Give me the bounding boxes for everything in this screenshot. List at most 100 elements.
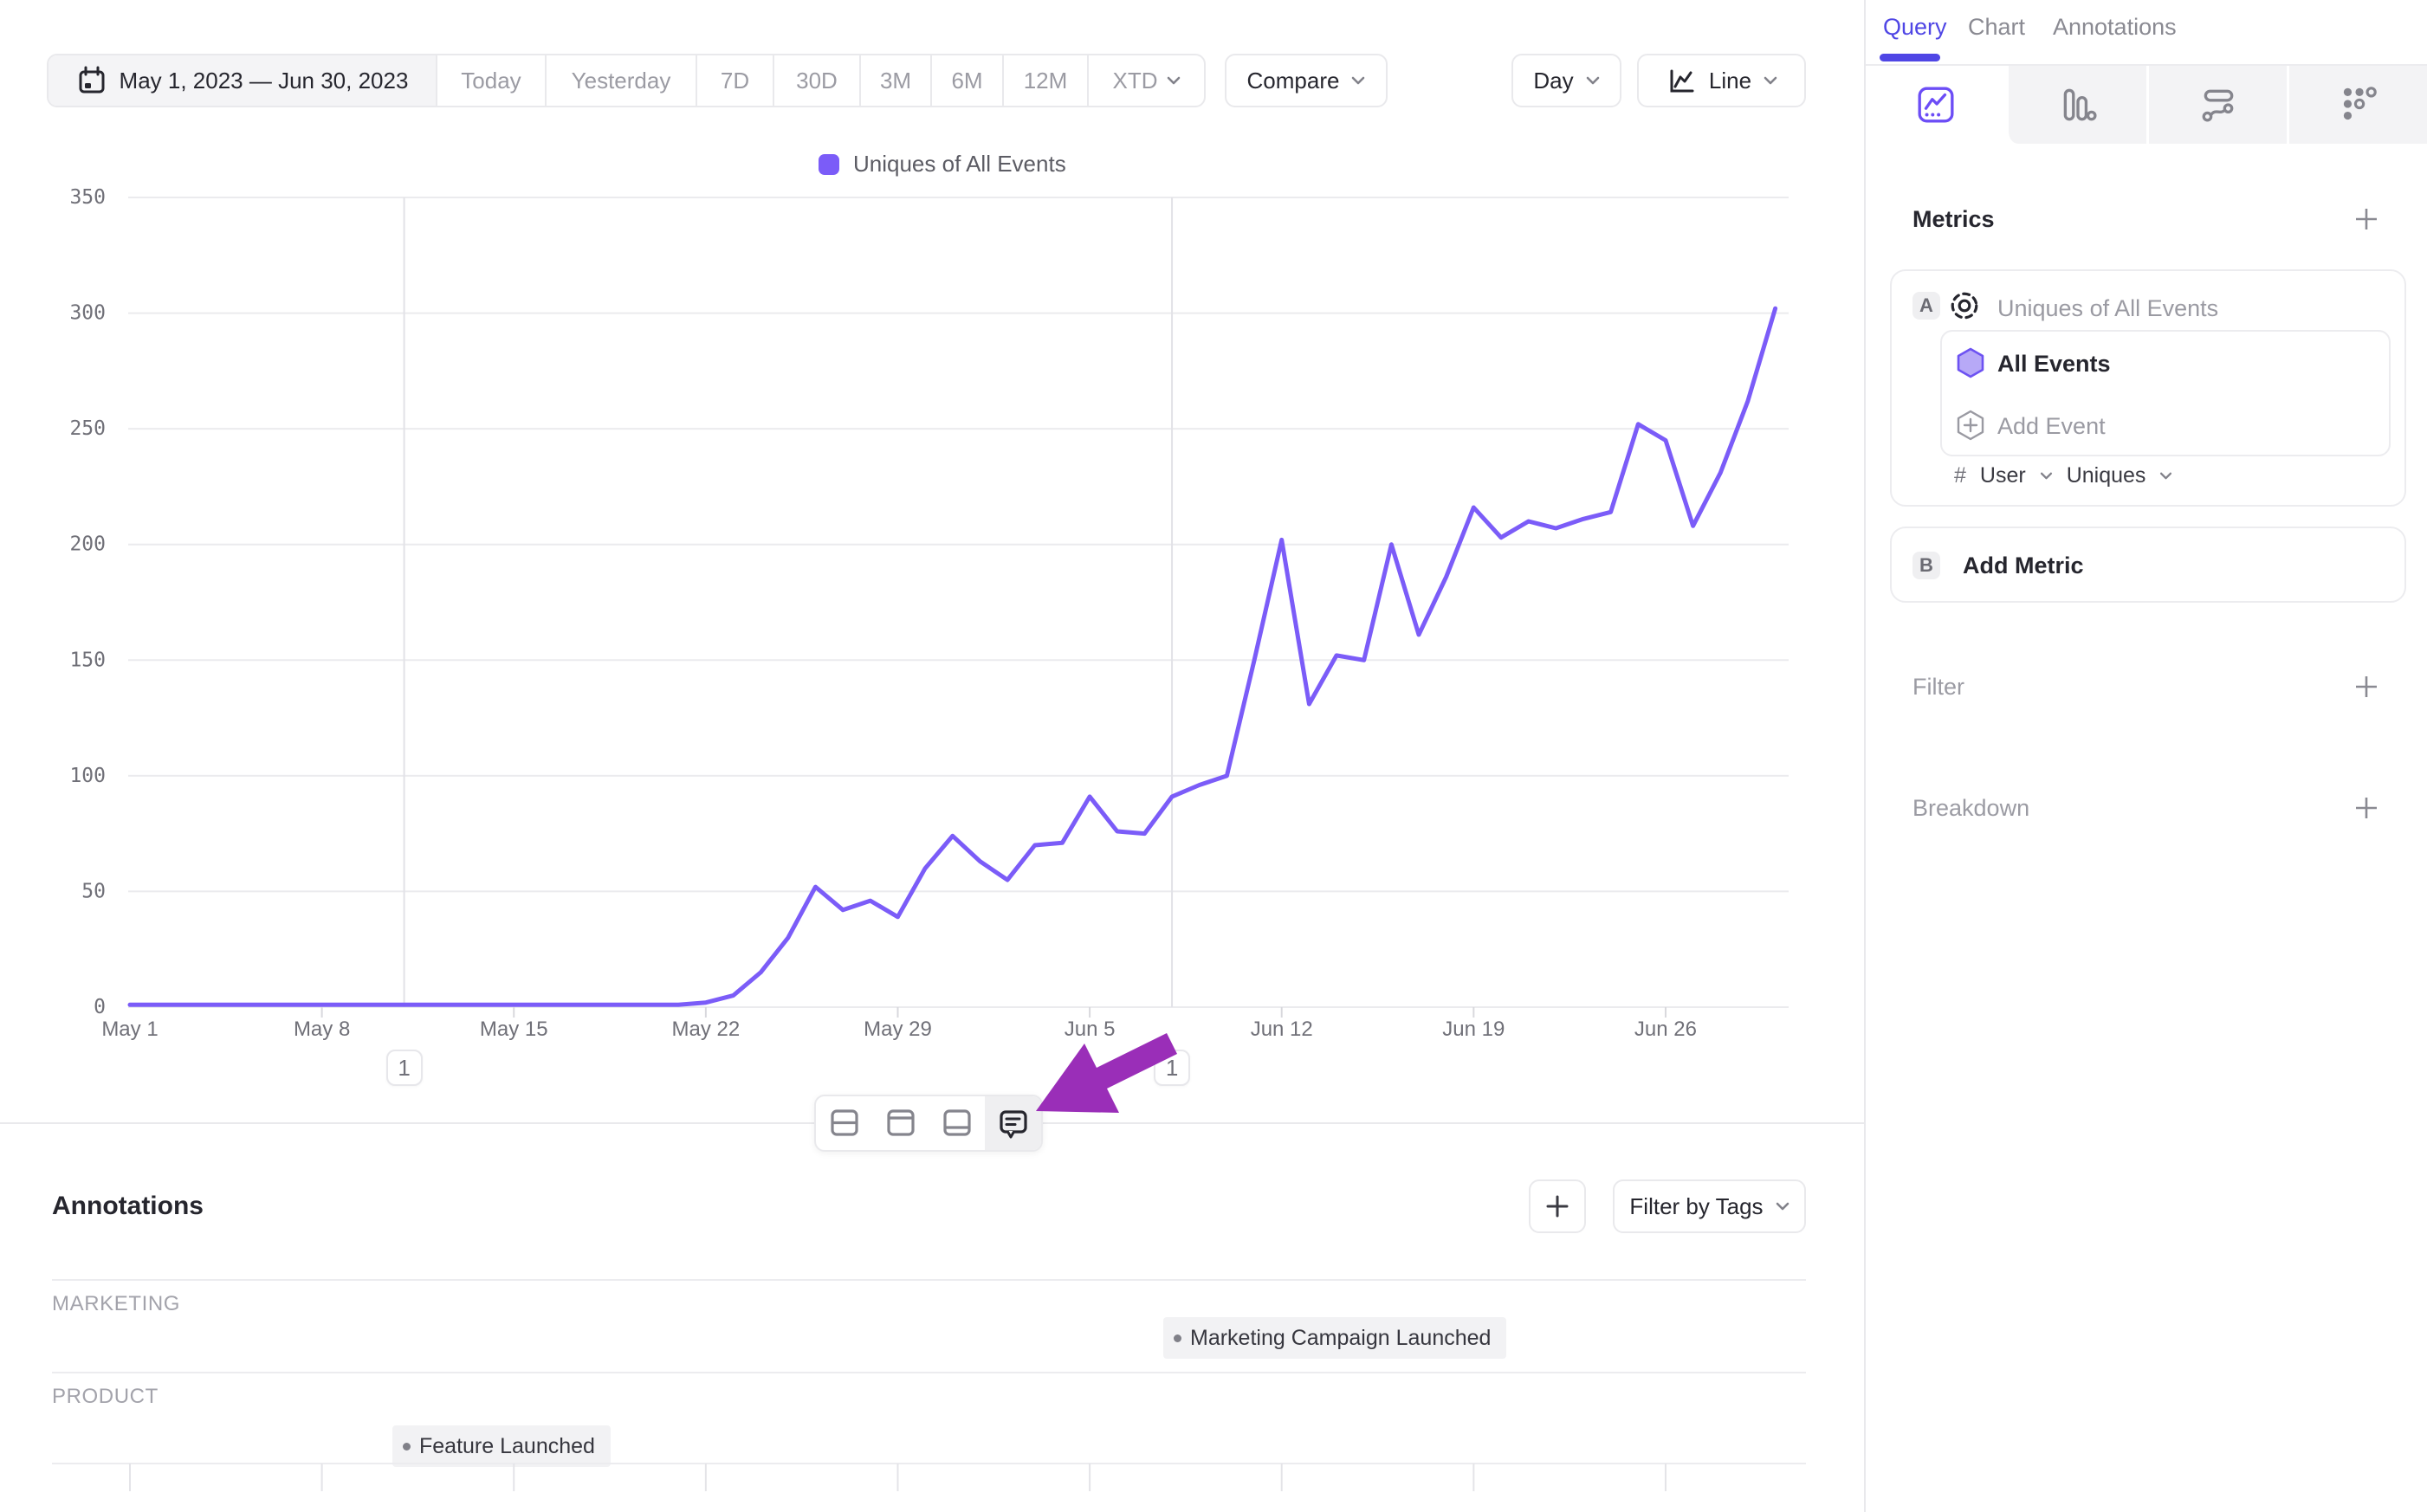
insights-chart-icon xyxy=(1918,87,1954,123)
breakdown-heading: Breakdown xyxy=(1912,795,2030,821)
layout-top-panel-button[interactable] xyxy=(872,1096,929,1150)
funnels-report-tab[interactable] xyxy=(2006,66,2146,144)
event-name[interactable]: All Events xyxy=(1997,351,2111,377)
svg-text:May 29: May 29 xyxy=(864,1018,932,1041)
add-metric-card[interactable]: B Add Metric xyxy=(1890,527,2406,603)
annotation-item[interactable]: Marketing Campaign Launched xyxy=(1163,1317,1507,1359)
event-list-card: All Events Add Event xyxy=(1940,330,2391,456)
annotation-group-label: MARKETING xyxy=(52,1292,181,1315)
svg-text:Jun 26: Jun 26 xyxy=(1634,1018,1697,1041)
tab-query[interactable]: Query xyxy=(1883,14,1947,40)
date-range-control: May 1, 2023 — Jun 30, 2023 Today Yesterd… xyxy=(47,54,1206,107)
row-divider xyxy=(52,1279,1806,1281)
count-symbol: # xyxy=(1954,463,1966,488)
layout-bottom-panel-button[interactable] xyxy=(929,1096,985,1150)
annotations-panel-button[interactable] xyxy=(985,1096,1041,1150)
annotation-count-badge[interactable]: 1 xyxy=(1154,1050,1191,1086)
svg-text:Jun 19: Jun 19 xyxy=(1442,1018,1505,1041)
add-breakdown-button[interactable] xyxy=(2353,795,2379,821)
metric-letter-badge: A xyxy=(1912,292,1940,320)
plus-icon xyxy=(2356,209,2377,229)
svg-text:May 22: May 22 xyxy=(672,1018,741,1041)
svg-text:May 1: May 1 xyxy=(101,1018,158,1041)
insights-report-tab[interactable] xyxy=(1866,66,2006,144)
preset-3m[interactable]: 3M xyxy=(859,55,930,106)
preset-yesterday[interactable]: Yesterday xyxy=(545,55,696,106)
preset-xtd-dropdown[interactable]: XTD xyxy=(1087,55,1204,106)
report-type-tabs xyxy=(1866,66,2427,144)
preset-7d[interactable]: 7D xyxy=(696,55,773,106)
svg-text:May 15: May 15 xyxy=(480,1018,548,1041)
annotation-item[interactable]: Feature Launched xyxy=(392,1425,611,1467)
chart-type-button[interactable]: Line xyxy=(1637,54,1806,107)
add-metric-plus-button[interactable] xyxy=(2353,206,2379,232)
add-annotation-button[interactable] xyxy=(1529,1179,1586,1233)
svg-text:Jun 12: Jun 12 xyxy=(1251,1018,1313,1041)
metric-settings-icon[interactable] xyxy=(1949,290,1980,321)
preset-today[interactable]: Today xyxy=(436,55,545,106)
granularity-button[interactable]: Day xyxy=(1511,54,1621,107)
chevron-down-icon xyxy=(1764,76,1777,85)
annotations-panel-title: Annotations xyxy=(52,1192,204,1220)
svg-text:Jun 5: Jun 5 xyxy=(1065,1018,1116,1041)
layout-bottom-panel-icon xyxy=(942,1109,971,1136)
flows-icon xyxy=(2202,89,2233,122)
add-metric-label: Add Metric xyxy=(1963,552,2084,578)
date-range-label: May 1, 2023 — Jun 30, 2023 xyxy=(119,67,409,94)
annotation-group-label: PRODUCT xyxy=(52,1385,159,1408)
tab-annotations[interactable]: Annotations xyxy=(2053,14,2177,40)
chevron-down-icon xyxy=(2040,472,2053,480)
svg-text:150: 150 xyxy=(69,649,106,671)
active-tab-indicator xyxy=(1880,54,1940,61)
svg-text:50: 50 xyxy=(81,880,106,902)
layout-top-panel-icon xyxy=(886,1109,915,1136)
tab-chart[interactable]: Chart xyxy=(1968,14,2026,40)
main-area: 0 50 100 150 200 250 300 350 May 1 May 8 May 15 May… xyxy=(0,0,1864,1491)
annotations-timeline-axis xyxy=(52,1463,1806,1491)
legend-label: Uniques of All Events xyxy=(853,151,1066,177)
plus-icon xyxy=(2356,676,2377,697)
svg-text:May 8: May 8 xyxy=(294,1018,350,1041)
annotation-dot-icon xyxy=(1174,1334,1181,1342)
retention-report-tab[interactable] xyxy=(2287,66,2427,144)
layout-split-middle-button[interactable] xyxy=(816,1096,872,1150)
chevron-down-icon xyxy=(2159,472,2172,480)
aggregation-entity-dropdown[interactable]: User xyxy=(1979,463,2026,488)
annotation-count-badge[interactable]: 1 xyxy=(385,1050,423,1086)
metrics-heading: Metrics xyxy=(1912,206,1995,232)
add-event-button[interactable]: Add Event xyxy=(1997,413,2106,439)
chevron-down-icon xyxy=(1776,1202,1790,1211)
query-sidebar: Query Chart Annotations Metrics A Unique… xyxy=(1864,0,2427,1512)
bar-chart-icon xyxy=(2063,88,2097,121)
add-event-hexagon-icon[interactable] xyxy=(1956,410,1985,441)
preset-6m[interactable]: 6M xyxy=(930,55,1002,106)
flows-report-tab[interactable] xyxy=(2146,66,2287,144)
line-chart-icon xyxy=(1670,69,1694,93)
chevron-down-icon xyxy=(1167,76,1181,85)
legend-swatch xyxy=(819,153,839,175)
chart-legend: Uniques of All Events xyxy=(819,151,1066,178)
chevron-down-icon xyxy=(1586,76,1600,85)
tabs-divider xyxy=(1866,64,2427,66)
metric-name-placeholder[interactable]: Uniques of All Events xyxy=(1997,295,2219,321)
layout-split-middle-icon xyxy=(830,1109,858,1136)
aggregation-row: # User Uniques xyxy=(1954,463,2172,488)
metric-card[interactable]: A Uniques of All Events All Events Add E… xyxy=(1890,269,2406,507)
preset-30d[interactable]: 30D xyxy=(773,55,859,106)
compare-button[interactable]: Compare xyxy=(1225,54,1388,107)
aggregation-type-dropdown[interactable]: Uniques xyxy=(2066,463,2146,488)
filter-by-tags-button[interactable]: Filter by Tags xyxy=(1613,1179,1806,1233)
line-chart[interactable]: 0 50 100 150 200 250 300 350 May 1 May 8 May 15 May… xyxy=(0,0,1864,1091)
svg-text:100: 100 xyxy=(69,765,106,787)
chart-layout-toolbar xyxy=(814,1095,1043,1152)
plus-icon xyxy=(1546,1195,1569,1218)
date-range-button[interactable]: May 1, 2023 — Jun 30, 2023 xyxy=(49,55,436,106)
svg-text:200: 200 xyxy=(69,533,106,556)
svg-text:0: 0 xyxy=(94,996,106,1018)
event-hexagon-icon xyxy=(1957,347,1984,378)
chevron-down-icon xyxy=(1351,76,1365,85)
preset-12m[interactable]: 12M xyxy=(1002,55,1087,106)
comment-bubble-icon xyxy=(999,1110,1027,1139)
add-filter-button[interactable] xyxy=(2353,674,2379,700)
